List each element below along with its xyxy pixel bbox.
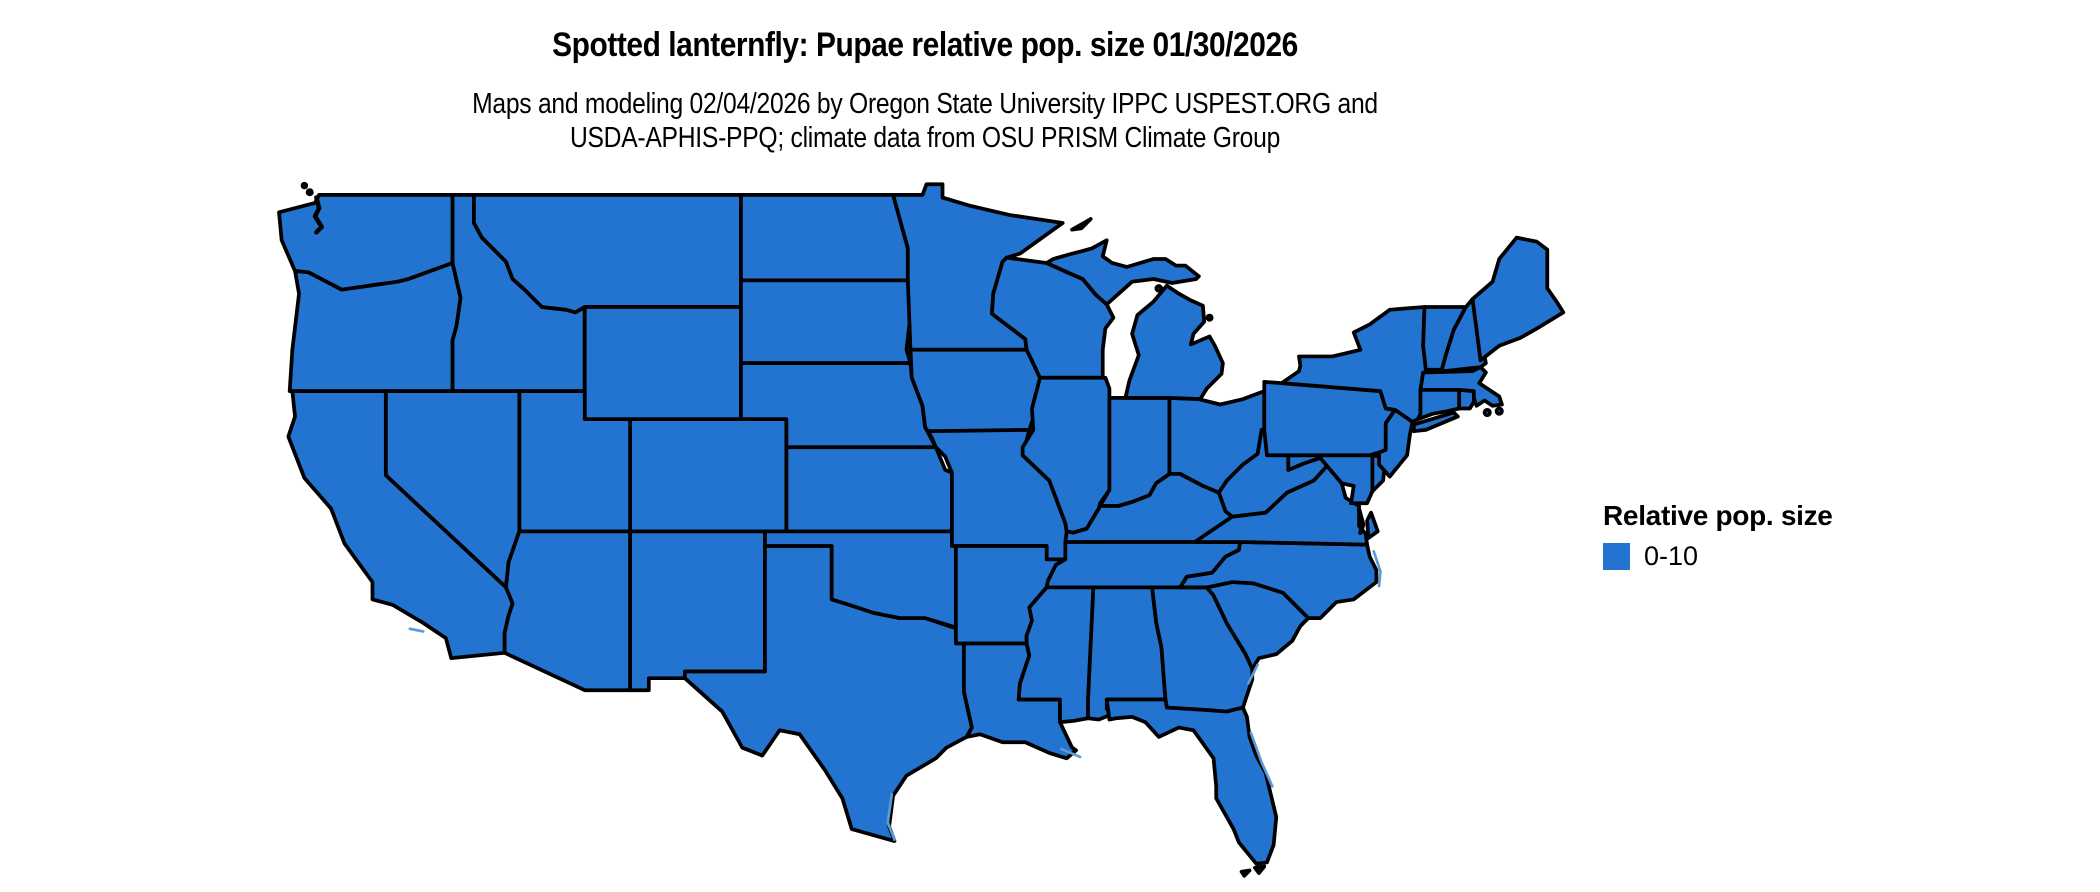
state-colorado <box>628 417 789 534</box>
outer-banks-fringe <box>1372 550 1382 588</box>
texas-barrier-islands <box>886 793 896 842</box>
state-michigan-lower <box>1123 283 1225 402</box>
state-north-carolina <box>1178 540 1379 620</box>
map-container <box>275 176 1570 892</box>
nantucket-island <box>1494 406 1504 416</box>
state-michigan-upper <box>1044 238 1201 307</box>
state-virginia-eastern-shore <box>1365 510 1380 540</box>
map-legend: Relative pop. size 0-10 <box>1603 500 1833 572</box>
subtitle-line-2: USDA-APHIS-PPQ; climate data from OSU PR… <box>569 122 1281 154</box>
state-wyoming <box>582 305 743 422</box>
san-juan-island-2 <box>300 181 309 190</box>
water-detail-layer <box>312 195 1366 535</box>
legend-item: 0-10 <box>1603 541 1833 572</box>
georgia-coast-fringe <box>1246 663 1259 685</box>
puget-sound-inlets <box>312 195 324 235</box>
florida-keys-west <box>1239 868 1252 878</box>
map-title: Spotted lanternfly: Pupae relative pop. … <box>552 26 1298 64</box>
coastal-fringe-layer <box>408 550 1382 842</box>
lake-michigan-island <box>1154 284 1164 293</box>
state-maine <box>1470 235 1566 363</box>
chesapeake-bay-inlet <box>1356 507 1366 535</box>
state-iowa <box>908 347 1053 434</box>
state-new-jersey <box>1377 407 1415 479</box>
state-pennsylvania <box>1262 379 1397 458</box>
legend-item-label: 0-10 <box>1644 541 1699 571</box>
state-massachusetts <box>1418 365 1504 408</box>
subtitle-line-1: Maps and modeling 02/04/2026 by Oregon S… <box>472 88 1378 120</box>
chart-header: Spotted lanternfly: Pupae relative pop. … <box>0 0 1850 155</box>
lake-huron-island <box>1205 313 1214 322</box>
state-new-york-long-island <box>1411 410 1460 434</box>
states-layer <box>277 182 1566 866</box>
louisiana-delta-fringe <box>1060 747 1082 759</box>
islands-layer <box>300 181 1504 878</box>
california-channel-islands <box>408 627 425 633</box>
legend-swatch-icon <box>1603 543 1630 570</box>
state-north-dakota <box>739 193 910 283</box>
san-juan-island <box>305 188 314 197</box>
florida-east-coast-fringe <box>1249 731 1274 788</box>
state-south-dakota <box>739 278 913 365</box>
legend-title: Relative pop. size <box>1603 500 1833 531</box>
florida-keys <box>1253 864 1267 875</box>
isle-royale-island <box>1070 217 1093 232</box>
us-choropleth-map <box>277 181 1566 878</box>
state-new-mexico <box>628 529 767 693</box>
state-florida <box>1104 697 1279 866</box>
marthas-vineyard-island <box>1482 407 1492 418</box>
state-arizona <box>502 529 632 693</box>
state-kansas <box>784 445 954 534</box>
map-subtitle: Maps and modeling 02/04/2026 by Oregon S… <box>0 87 1850 155</box>
